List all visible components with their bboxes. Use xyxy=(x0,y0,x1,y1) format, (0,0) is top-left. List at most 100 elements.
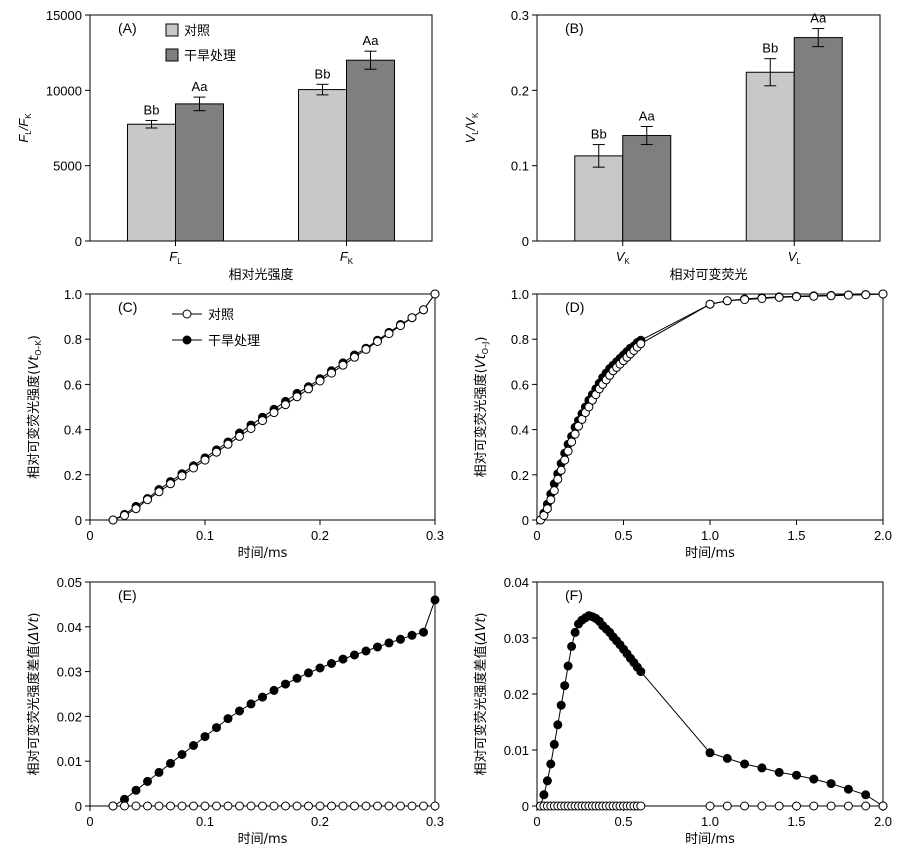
x-tick-label: 1.0 xyxy=(701,528,719,543)
data-point xyxy=(350,650,359,660)
y-axis-label-var: F xyxy=(16,134,31,143)
data-point xyxy=(407,313,417,323)
y-tick-label: 0.01 xyxy=(57,754,82,769)
bar xyxy=(745,71,795,242)
y-axis-label-sub: L xyxy=(24,130,33,135)
data-point xyxy=(269,685,279,695)
y-axis-label-text: 相对可变荧光强度差值( xyxy=(26,640,42,775)
x-tick-label: 2.0 xyxy=(874,814,892,829)
data-point xyxy=(705,801,715,811)
x-tick-label: 0.3 xyxy=(426,528,444,543)
data-point xyxy=(154,767,164,777)
x-tick-label: 1.5 xyxy=(787,528,805,543)
data-point xyxy=(809,291,819,301)
y-tick-label: 0.03 xyxy=(57,665,82,680)
x-tick-label: VL xyxy=(788,249,802,266)
x-tick-label: 0.5 xyxy=(614,814,632,829)
data-point xyxy=(315,801,325,811)
y-axis-label-var: Vt xyxy=(474,353,489,368)
data-point xyxy=(396,634,405,644)
data-point xyxy=(563,661,573,671)
data-point xyxy=(792,292,801,302)
y-tick-label: 0.2 xyxy=(511,83,529,98)
data-point xyxy=(131,785,141,795)
data-point xyxy=(636,339,646,349)
data-point xyxy=(361,646,371,656)
data-point xyxy=(120,801,129,811)
y-axis-label: 相对可变荧光强度差值(ΔVt) xyxy=(26,612,42,775)
data-point xyxy=(269,801,279,811)
data-point xyxy=(108,515,118,525)
data-point xyxy=(384,638,394,648)
data-point xyxy=(553,474,563,484)
data-point xyxy=(826,779,836,789)
y-tick-label: 0 xyxy=(75,799,82,814)
y-axis-label-text: 相对可变荧光强度差值( xyxy=(473,640,489,775)
bar xyxy=(127,123,176,242)
y-axis-label-sub: O–K xyxy=(34,339,43,355)
y-tick-label: 0.01 xyxy=(504,743,529,758)
data-point xyxy=(108,801,118,811)
y-axis-label: VL/VK xyxy=(463,112,480,143)
data-point xyxy=(774,801,784,811)
data-point xyxy=(757,294,767,303)
data-point xyxy=(560,681,570,691)
data-point xyxy=(212,447,221,457)
y-axis-label-sub: L xyxy=(471,130,480,135)
y-tick-label: 0.8 xyxy=(511,332,529,347)
data-point xyxy=(396,801,405,811)
y-tick-label: 0 xyxy=(522,234,529,249)
data-point xyxy=(361,344,371,354)
legend-marker xyxy=(182,309,192,319)
data-point xyxy=(177,471,187,481)
data-point xyxy=(407,630,417,640)
legend-label: 对照 xyxy=(184,24,210,39)
data-point xyxy=(560,455,570,465)
data-point xyxy=(338,801,348,811)
significance-label: Aa xyxy=(192,79,209,94)
data-point xyxy=(350,352,359,362)
legend-label: 对照 xyxy=(208,308,234,323)
data-point xyxy=(556,465,566,475)
bar xyxy=(346,59,395,242)
data-point xyxy=(189,741,198,750)
data-point xyxy=(350,801,359,811)
chart-panel-5: 0 0.01 0.02 0.03 0.04 0.05 (E) 0 0.1 0.2 0.3 时间/ms 相… xyxy=(26,575,444,847)
bar xyxy=(298,89,347,242)
y-tick-label: 15000 xyxy=(46,8,82,23)
y-tick-label: 5000 xyxy=(53,159,82,174)
y-tick-label: 0.6 xyxy=(64,377,82,392)
data-point xyxy=(722,801,732,811)
data-point xyxy=(143,495,152,505)
chart-panel-3: 0 0.2 0.4 0.6 0.8 1.0 (C) 0 0.1 0.2 0.3 时间/ms 相对可变荧光… xyxy=(26,287,444,561)
data-point xyxy=(774,292,784,302)
significance-label: Aa xyxy=(810,11,827,26)
x-tick-label-var: V xyxy=(616,249,626,264)
y-axis-label: 相对可变荧光强度(VtO–K) xyxy=(26,335,43,479)
y-tick-label: 0.6 xyxy=(511,377,529,392)
x-axis-label: 时间/ms xyxy=(238,546,288,561)
data-point xyxy=(292,392,302,402)
data-point xyxy=(419,627,428,637)
data-point xyxy=(304,668,313,678)
data-point xyxy=(235,706,244,716)
data-point xyxy=(542,776,552,786)
data-point xyxy=(539,790,549,800)
y-tick-label: 1.0 xyxy=(511,287,529,302)
x-tick-label-var: F xyxy=(169,249,178,264)
y-axis-label-text: ) xyxy=(474,612,489,617)
series-line xyxy=(540,615,884,807)
y-axis-label-text: ) xyxy=(27,335,42,340)
y-axis-label-sub: O–J xyxy=(481,342,490,355)
x-tick-label-var: V xyxy=(788,249,798,264)
x-axis-label: 时间/ms xyxy=(685,546,735,561)
data-point xyxy=(384,801,394,811)
data-point xyxy=(826,801,836,811)
data-point xyxy=(246,699,256,709)
x-axis-label: 时间/ms xyxy=(685,832,735,847)
data-point xyxy=(861,290,871,300)
significance-label: Aa xyxy=(363,33,380,48)
plot-frame xyxy=(89,14,433,242)
data-point xyxy=(792,770,801,780)
